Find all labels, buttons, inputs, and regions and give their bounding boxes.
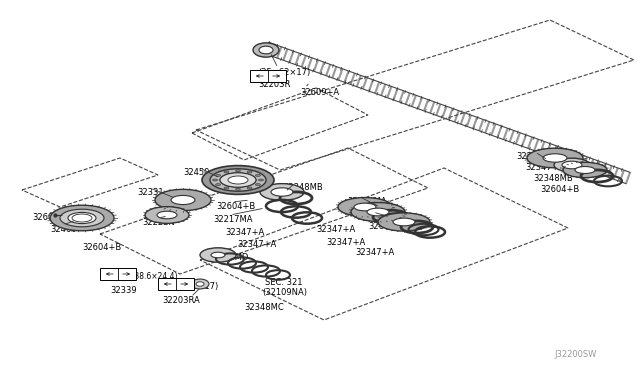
Text: 32450: 32450 [183, 168, 209, 177]
Ellipse shape [155, 189, 211, 211]
Text: 32604+B: 32604+B [368, 222, 407, 231]
Text: 32348MB: 32348MB [283, 183, 323, 192]
Text: 32348MB: 32348MB [533, 174, 573, 183]
Ellipse shape [220, 173, 256, 187]
Ellipse shape [562, 161, 582, 169]
Ellipse shape [236, 188, 241, 190]
Text: 32609+B: 32609+B [32, 213, 71, 222]
Text: 32203RA: 32203RA [162, 296, 200, 305]
Text: 32347+A: 32347+A [525, 163, 564, 172]
Ellipse shape [145, 206, 189, 223]
Text: 32213M: 32213M [516, 152, 550, 161]
Text: 32348MC: 32348MC [244, 303, 284, 312]
Ellipse shape [50, 205, 114, 231]
Ellipse shape [259, 179, 264, 181]
Ellipse shape [220, 173, 256, 187]
Text: 32460: 32460 [50, 225, 77, 234]
Text: 32347+A: 32347+A [355, 248, 394, 257]
Ellipse shape [200, 248, 236, 262]
Text: 32348MB: 32348MB [357, 212, 397, 221]
Text: 32310MA: 32310MA [347, 197, 387, 206]
Ellipse shape [228, 176, 248, 184]
Text: 32339: 32339 [110, 286, 136, 295]
Bar [250, 70, 286, 82]
Ellipse shape [157, 211, 177, 219]
Ellipse shape [271, 188, 293, 196]
Ellipse shape [210, 169, 266, 191]
Ellipse shape [575, 167, 595, 173]
Ellipse shape [247, 171, 252, 173]
Ellipse shape [527, 148, 583, 168]
Ellipse shape [60, 209, 104, 227]
Text: 32347+A: 32347+A [225, 228, 264, 237]
Ellipse shape [554, 158, 590, 172]
Text: 32604+B: 32604+B [82, 243, 121, 252]
Bar [158, 278, 194, 290]
Text: 32604+B: 32604+B [540, 185, 579, 194]
Text: 32331: 32331 [137, 188, 164, 197]
Text: 32348MD: 32348MD [208, 253, 248, 262]
Ellipse shape [212, 179, 218, 181]
Ellipse shape [224, 171, 229, 173]
Text: (25×62×17): (25×62×17) [166, 282, 218, 291]
Text: J32200SW: J32200SW [554, 350, 596, 359]
Ellipse shape [253, 43, 279, 57]
Ellipse shape [171, 195, 195, 205]
Text: 32203R: 32203R [258, 80, 291, 89]
Text: (32109NA): (32109NA) [262, 288, 307, 297]
Ellipse shape [543, 154, 567, 162]
Ellipse shape [367, 208, 389, 216]
Text: 32347+A: 32347+A [326, 238, 365, 247]
Ellipse shape [563, 162, 607, 178]
Ellipse shape [236, 170, 241, 172]
Text: 32347+A: 32347+A [316, 225, 355, 234]
Ellipse shape [72, 214, 92, 222]
Ellipse shape [338, 198, 392, 217]
Text: 32609+A: 32609+A [300, 88, 339, 97]
Ellipse shape [216, 174, 221, 176]
Ellipse shape [216, 184, 221, 186]
Text: 32225N: 32225N [142, 218, 175, 227]
Text: (25×62×17): (25×62×17) [258, 68, 310, 77]
Ellipse shape [378, 213, 430, 231]
Ellipse shape [211, 252, 225, 258]
Ellipse shape [222, 174, 254, 186]
Ellipse shape [68, 212, 96, 224]
Ellipse shape [354, 203, 376, 211]
Ellipse shape [224, 187, 229, 189]
Ellipse shape [393, 218, 415, 226]
Text: SEC. 321: SEC. 321 [265, 278, 303, 287]
Text: (33.6×38.6×24.4): (33.6×38.6×24.4) [108, 272, 177, 281]
Ellipse shape [255, 184, 260, 186]
Ellipse shape [191, 279, 209, 289]
Text: 32347+A: 32347+A [237, 240, 276, 249]
Text: 32217MA: 32217MA [213, 215, 253, 224]
Ellipse shape [202, 166, 274, 195]
Ellipse shape [247, 187, 252, 189]
Ellipse shape [260, 184, 304, 201]
Text: 32604+B: 32604+B [216, 202, 255, 211]
Bar [100, 268, 136, 280]
Ellipse shape [255, 174, 260, 176]
Ellipse shape [259, 46, 273, 54]
Ellipse shape [196, 282, 204, 286]
Ellipse shape [351, 202, 405, 221]
